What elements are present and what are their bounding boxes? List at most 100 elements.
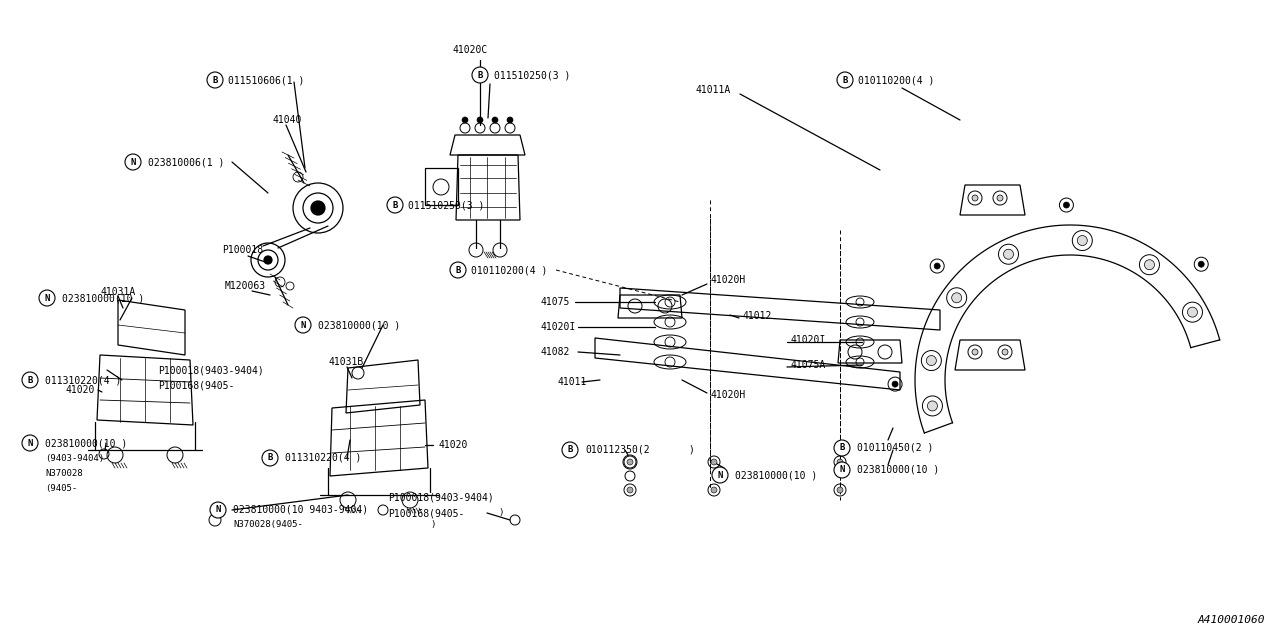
Circle shape xyxy=(1198,261,1204,268)
Text: 41020: 41020 xyxy=(438,440,467,450)
Circle shape xyxy=(38,290,55,306)
Text: 011510250(3 ): 011510250(3 ) xyxy=(494,70,571,80)
Circle shape xyxy=(492,117,498,123)
Text: 011510250(3 ): 011510250(3 ) xyxy=(408,200,484,210)
Text: B: B xyxy=(842,76,847,84)
Circle shape xyxy=(837,72,852,88)
Text: 010110200(4 ): 010110200(4 ) xyxy=(858,75,934,85)
Text: 41031A: 41031A xyxy=(100,287,136,297)
Text: ): ) xyxy=(498,509,503,518)
Text: 41020C: 41020C xyxy=(452,45,488,55)
Circle shape xyxy=(927,356,937,365)
Text: ): ) xyxy=(430,520,435,529)
Circle shape xyxy=(892,381,899,387)
Text: P100018(9403-9404): P100018(9403-9404) xyxy=(388,493,494,503)
Text: P100018: P100018 xyxy=(221,245,264,255)
Text: 023810000(10 ): 023810000(10 ) xyxy=(858,465,940,475)
Text: N: N xyxy=(717,470,723,479)
Circle shape xyxy=(627,487,634,493)
Text: B: B xyxy=(212,76,218,84)
Circle shape xyxy=(837,487,844,493)
Text: 010110450(2 ): 010110450(2 ) xyxy=(858,443,933,453)
Text: 41020I: 41020I xyxy=(540,322,575,332)
Text: P100168(9405-: P100168(9405- xyxy=(388,508,465,518)
Text: 41011A: 41011A xyxy=(695,85,731,95)
Text: N: N xyxy=(840,465,845,474)
Circle shape xyxy=(627,459,634,465)
Circle shape xyxy=(710,487,717,493)
Circle shape xyxy=(1078,236,1087,246)
Text: 41012: 41012 xyxy=(742,311,772,321)
Circle shape xyxy=(710,459,717,465)
Circle shape xyxy=(22,435,38,451)
Circle shape xyxy=(472,67,488,83)
Text: N: N xyxy=(131,157,136,166)
Text: 023810000(10 ): 023810000(10 ) xyxy=(61,293,145,303)
Circle shape xyxy=(835,440,850,456)
Text: 011310220(4 ): 011310220(4 ) xyxy=(45,375,122,385)
Circle shape xyxy=(311,201,325,215)
Text: B: B xyxy=(840,444,845,452)
Circle shape xyxy=(207,72,223,88)
Text: 41020H: 41020H xyxy=(710,275,745,285)
Text: ): ) xyxy=(689,445,694,455)
Text: N: N xyxy=(45,294,50,303)
Text: M120063: M120063 xyxy=(225,281,266,291)
Circle shape xyxy=(712,467,728,483)
Text: N370028: N370028 xyxy=(45,468,83,477)
Text: 41020H: 41020H xyxy=(710,390,745,400)
Text: 41031B: 41031B xyxy=(328,357,364,367)
Circle shape xyxy=(1144,260,1155,269)
Text: 41075A: 41075A xyxy=(790,360,826,370)
Circle shape xyxy=(837,459,844,465)
Circle shape xyxy=(972,349,978,355)
Text: P100168(9405-: P100168(9405- xyxy=(157,380,234,390)
Text: 023810000(10 ): 023810000(10 ) xyxy=(317,320,401,330)
Text: 010112350(2: 010112350(2 xyxy=(585,445,650,455)
Circle shape xyxy=(1064,202,1069,208)
Text: 41020I: 41020I xyxy=(790,335,826,345)
Circle shape xyxy=(562,442,579,458)
Text: P100018(9403-9404): P100018(9403-9404) xyxy=(157,365,264,375)
Text: 41011: 41011 xyxy=(557,377,586,387)
Text: N: N xyxy=(27,438,33,447)
Text: 011310220(4 ): 011310220(4 ) xyxy=(285,453,361,463)
Text: 41075: 41075 xyxy=(540,297,570,307)
Circle shape xyxy=(387,197,403,213)
Circle shape xyxy=(972,195,978,201)
Circle shape xyxy=(477,117,483,123)
Text: B: B xyxy=(392,200,398,209)
Circle shape xyxy=(997,195,1004,201)
Circle shape xyxy=(928,401,937,411)
Text: 023810000(10 ): 023810000(10 ) xyxy=(45,438,127,448)
Circle shape xyxy=(507,117,513,123)
Circle shape xyxy=(262,450,278,466)
Text: 41020: 41020 xyxy=(65,385,95,395)
Circle shape xyxy=(952,292,961,303)
Text: (9403-9404): (9403-9404) xyxy=(45,454,104,463)
Text: 41040: 41040 xyxy=(273,115,301,125)
Text: (9405-: (9405- xyxy=(45,483,77,493)
Circle shape xyxy=(22,372,38,388)
Text: A410001060: A410001060 xyxy=(1198,615,1265,625)
Text: N370028(9405-: N370028(9405- xyxy=(233,520,303,529)
Text: 011510606(1 ): 011510606(1 ) xyxy=(228,75,305,85)
Text: B: B xyxy=(567,445,572,454)
Text: 023810000(10 ): 023810000(10 ) xyxy=(735,470,817,480)
Circle shape xyxy=(451,262,466,278)
Circle shape xyxy=(264,256,273,264)
Circle shape xyxy=(934,263,941,269)
Text: N: N xyxy=(215,506,220,515)
Text: B: B xyxy=(477,70,483,79)
Circle shape xyxy=(125,154,141,170)
Circle shape xyxy=(1002,349,1009,355)
Text: B: B xyxy=(27,376,33,385)
Text: 023810000(10 9403-9404): 023810000(10 9403-9404) xyxy=(233,505,369,515)
Text: B: B xyxy=(456,266,461,275)
Text: N: N xyxy=(301,321,306,330)
Circle shape xyxy=(1188,307,1198,317)
Circle shape xyxy=(294,317,311,333)
Text: B: B xyxy=(268,454,273,463)
Text: 023810006(1 ): 023810006(1 ) xyxy=(148,157,224,167)
Circle shape xyxy=(210,502,227,518)
